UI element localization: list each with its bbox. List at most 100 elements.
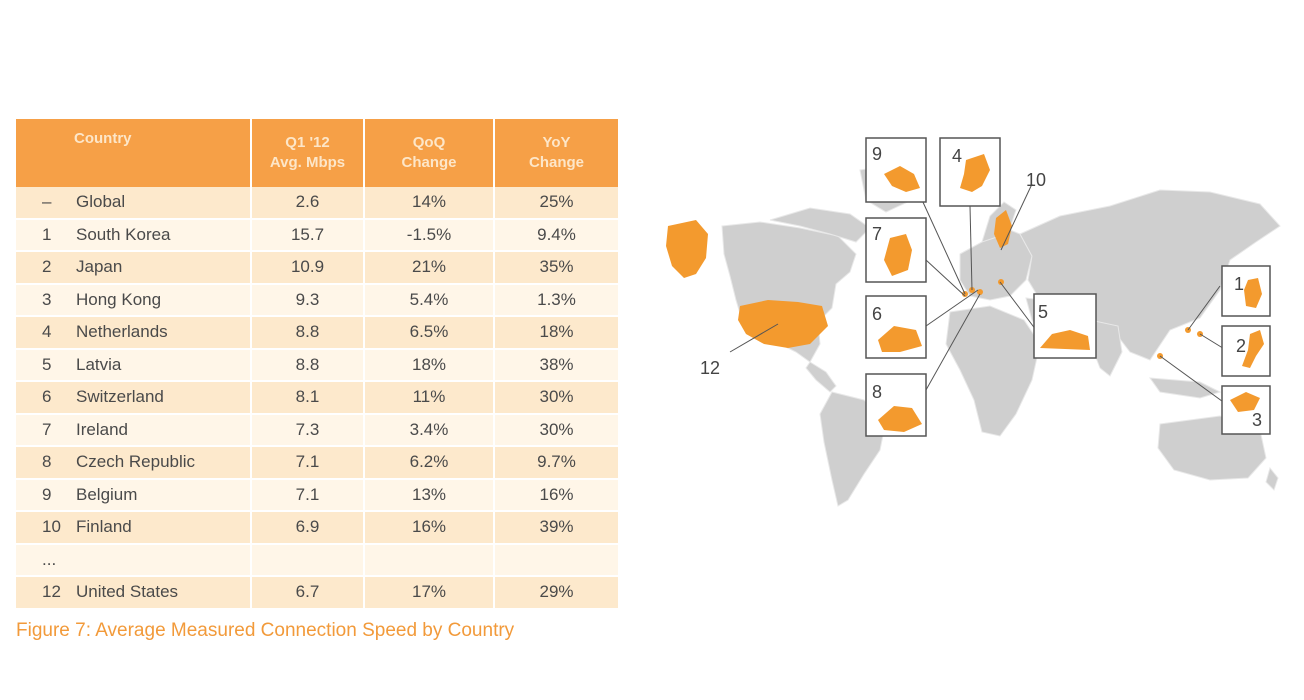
table-row: 3 Hong Kong 9.3 5.4% 1.3% xyxy=(16,283,618,317)
country-name: Belgium xyxy=(76,484,138,504)
callout-boxes: 9 4 10 7 6 5 8 xyxy=(700,137,1271,437)
country-name: Czech Republic xyxy=(76,452,196,472)
country-name: Japan xyxy=(76,257,123,277)
yoy-change-cell: 9.4% xyxy=(494,218,618,252)
netherlands-shape xyxy=(960,154,990,192)
country-cell: 8 Czech Republic xyxy=(16,446,252,480)
yoy-change-cell: 9.7% xyxy=(494,446,618,480)
country-cell: 1 South Korea xyxy=(16,218,252,252)
africa-landmass xyxy=(945,305,1041,437)
callout-6: 6 xyxy=(865,295,927,359)
highlight-group xyxy=(666,210,1203,359)
speed-table: Country Q1 '12 Avg. Mbps QoQ Change YoY Cha… xyxy=(16,119,618,610)
avg-mbps-cell: 7.1 xyxy=(251,446,365,480)
callout-label-4: 4 xyxy=(952,146,962,166)
yoy-change-cell: 29% xyxy=(494,576,618,610)
rank-label: 6 xyxy=(42,387,52,407)
callout-3: 3 xyxy=(1221,385,1271,435)
yoy-change-cell: 30% xyxy=(494,381,618,415)
country-cell: 9 Belgium xyxy=(16,478,252,512)
new-zealand-landmass xyxy=(1265,466,1279,491)
avg-mbps-cell: 9.3 xyxy=(251,283,365,317)
country-cell: 4 Netherlands xyxy=(16,316,252,350)
callout-4: 4 xyxy=(939,137,1001,207)
country-name: Global xyxy=(76,192,126,212)
country-name: Hong Kong xyxy=(76,289,162,309)
callout-label-8: 8 xyxy=(872,382,882,402)
callout-8: 8 xyxy=(865,373,927,437)
callout-1: 1 xyxy=(1221,265,1271,317)
header-avg-mbps: Q1 '12 Avg. Mbps xyxy=(251,119,365,187)
callout-5: 5 xyxy=(1033,293,1097,359)
avg-mbps-cell: 15.7 xyxy=(251,218,365,252)
country-name: South Korea xyxy=(76,224,171,244)
avg-mbps-cell: 8.1 xyxy=(251,381,365,415)
rank-label: 3 xyxy=(42,289,52,309)
qoq-change-cell: 11% xyxy=(364,381,495,415)
rank-label: 12 xyxy=(42,582,61,602)
leader-line-12 xyxy=(729,323,779,353)
leader-line-5 xyxy=(999,281,1037,331)
qoq-change-cell xyxy=(364,543,495,577)
latvia-shape xyxy=(1040,330,1090,350)
table-body: – Global 2.6 14% 25% 1 South Korea 15.7 -1.5% 9.4… xyxy=(16,187,618,610)
avg-mbps-cell: 6.9 xyxy=(251,511,365,545)
avg-mbps-cell: 8.8 xyxy=(251,316,365,350)
qoq-change-cell: 14% xyxy=(364,187,495,220)
country-cell: 5 Latvia xyxy=(16,348,252,382)
header-yoy-change: YoY Change xyxy=(494,119,618,187)
country-cell: 12 United States xyxy=(16,576,252,610)
leader-line-3 xyxy=(1159,355,1227,405)
rank-label: 1 xyxy=(42,224,52,244)
table-row: – Global 2.6 14% 25% xyxy=(16,187,618,220)
qoq-change-cell: 5.4% xyxy=(364,283,495,317)
korea-shape xyxy=(1244,278,1262,308)
yoy-change-cell: 18% xyxy=(494,316,618,350)
callout-label-5: 5 xyxy=(1038,302,1048,322)
qoq-change-cell: 13% xyxy=(364,478,495,512)
rank-label: 9 xyxy=(42,484,52,504)
avg-mbps-cell: 6.7 xyxy=(251,576,365,610)
rank-label: 5 xyxy=(42,354,52,374)
yoy-change-cell xyxy=(494,543,618,577)
qoq-change-cell: -1.5% xyxy=(364,218,495,252)
leader-line-6 xyxy=(925,289,979,327)
leader-line-7 xyxy=(925,259,966,297)
callout-label-10: 10 xyxy=(1026,170,1046,190)
switzerland-shape xyxy=(878,326,922,352)
rank-label: 7 xyxy=(42,419,52,439)
avg-mbps-cell: 7.1 xyxy=(251,478,365,512)
qoq-change-cell: 16% xyxy=(364,511,495,545)
country-name: Switzerland xyxy=(76,387,164,407)
europe-highlight-dot-4 xyxy=(998,279,1004,285)
callout-7: 7 xyxy=(865,217,927,283)
usa-highlight xyxy=(738,300,828,348)
table-header-row: Country Q1 '12 Avg. Mbps QoQ Change YoY Cha… xyxy=(16,119,618,187)
callout-9: 9 xyxy=(865,137,927,203)
country-cell: 7 Ireland xyxy=(16,413,252,447)
europe-highlight-dot-3 xyxy=(977,289,983,295)
belgium-shape xyxy=(884,166,920,192)
yoy-change-cell: 1.3% xyxy=(494,283,618,317)
leader-line-8 xyxy=(925,293,981,391)
table-row: 6 Switzerland 8.1 11% 30% xyxy=(16,381,618,415)
qoq-change-cell: 3.4% xyxy=(364,413,495,447)
qoq-change-cell: 18% xyxy=(364,348,495,382)
table-row: 4 Netherlands 8.8 6.5% 18% xyxy=(16,316,618,350)
country-cell: 10 Finland xyxy=(16,511,252,545)
country-cell: ... xyxy=(16,543,252,577)
avg-mbps-cell: 8.8 xyxy=(251,348,365,382)
qoq-change-cell: 21% xyxy=(364,251,495,285)
czech-shape xyxy=(878,406,922,432)
canada-north-landmass xyxy=(769,207,871,243)
qoq-change-cell: 6.2% xyxy=(364,446,495,480)
rank-label: 10 xyxy=(42,517,61,537)
yoy-change-cell: 35% xyxy=(494,251,618,285)
callout-label-7: 7 xyxy=(872,224,882,244)
table-row: 8 Czech Republic 7.1 6.2% 9.7% xyxy=(16,446,618,480)
country-name: Netherlands xyxy=(76,322,168,342)
rank-label: – xyxy=(42,192,52,212)
qoq-change-cell: 6.5% xyxy=(364,316,495,350)
avg-mbps-cell: 7.3 xyxy=(251,413,365,447)
table-row: ... xyxy=(16,543,618,577)
